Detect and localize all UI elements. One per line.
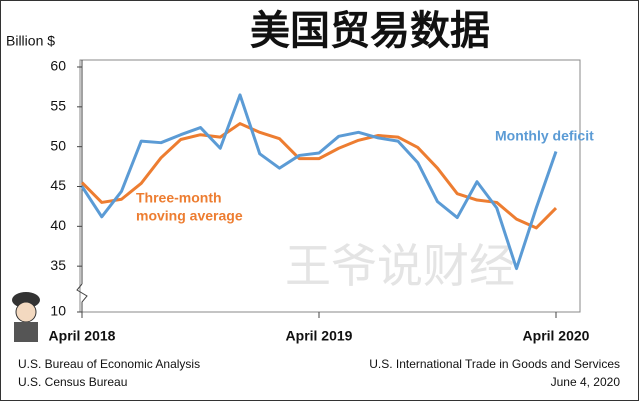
chart-title: 美国贸易数据	[250, 7, 490, 54]
x-tick-label: April 2019	[286, 328, 353, 344]
y-tick-label: 60	[50, 58, 66, 74]
source: U.S. International Trade in Goods and Se…	[369, 357, 620, 371]
x-tick-label: April 2018	[49, 328, 116, 344]
series-line	[80, 122, 558, 230]
y-tick-label: 10	[50, 303, 66, 319]
watermark: 王爷说财经	[285, 239, 515, 293]
y-tick-label: 35	[50, 257, 66, 273]
axis-break	[76, 283, 88, 312]
source: U.S. Census Bureau	[18, 375, 127, 389]
y-axis-label: Billion $	[6, 33, 55, 49]
source: June 4, 2020	[551, 375, 621, 389]
x-tick-label: April 2020	[523, 328, 590, 344]
source: U.S. Bureau of Economic Analysis	[18, 357, 200, 371]
annotation: Monthly deficit	[495, 128, 594, 144]
annotation: moving average	[136, 208, 243, 224]
y-tick-label: 50	[50, 137, 66, 153]
mascot	[12, 292, 40, 342]
y-tick-label: 45	[50, 177, 66, 193]
annotation: Three-month	[136, 190, 222, 206]
y-tick-label: 40	[50, 217, 66, 233]
series-line	[80, 93, 558, 271]
y-tick-label: 55	[50, 98, 66, 114]
